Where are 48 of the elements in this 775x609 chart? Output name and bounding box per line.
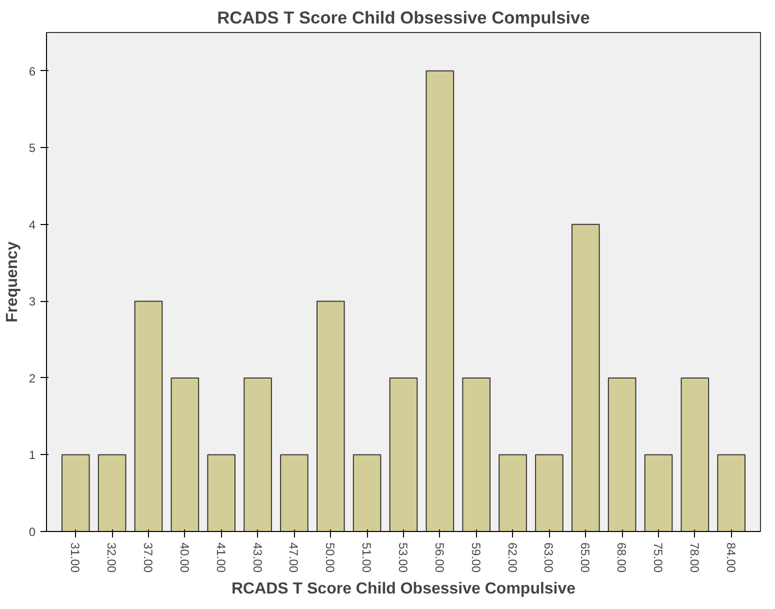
bar (134, 300, 163, 532)
x-tick-label: 41.00 (214, 542, 228, 573)
x-tick-label: 59.00 (468, 542, 483, 573)
x-tick-label: 50.00 (323, 542, 338, 573)
x-tick-label: 53.00 (396, 542, 410, 573)
bar (717, 454, 746, 532)
y-tick-label: 6 (28, 64, 36, 78)
bar (389, 377, 418, 532)
y-tick-label: 5 (28, 141, 36, 156)
bar (535, 454, 564, 532)
y-tick-label: 0 (28, 525, 36, 539)
x-tick-label: 43.00 (250, 542, 264, 573)
bar (498, 454, 527, 532)
x-axis-title: RCADS T Score Child Obsessive Compulsive (231, 580, 576, 598)
chart-title: RCADS T Score Child Obsessive Compulsive (217, 8, 590, 28)
bar (170, 377, 200, 532)
bar (644, 454, 673, 532)
y-axis-title: Frequency (4, 241, 21, 322)
x-tick-label: 51.00 (360, 542, 374, 573)
x-tick-label: 62.00 (505, 542, 520, 573)
x-tick-label: 63.00 (542, 542, 556, 573)
x-tick-label: 78.00 (687, 542, 702, 573)
y-tick-label: 2 (28, 371, 36, 386)
bar (426, 70, 454, 532)
x-tick-label: 75.00 (651, 542, 665, 573)
y-tick-label: 1 (28, 448, 36, 462)
bar (316, 300, 345, 532)
x-tick-label: 37.00 (141, 542, 155, 573)
bar (571, 224, 600, 532)
y-tick-label: 4 (28, 218, 36, 232)
x-tick-label: 47.00 (286, 542, 301, 573)
x-tick-label: 84.00 (724, 542, 738, 573)
bar (462, 377, 491, 532)
bar (608, 377, 636, 532)
x-tick-label: 32.00 (104, 542, 119, 573)
x-tick-label: 68.00 (614, 542, 629, 573)
bar (98, 454, 126, 532)
bar (280, 454, 308, 532)
x-tick-label: 31.00 (68, 542, 82, 573)
y-tick-label: 3 (28, 294, 36, 309)
bar (680, 377, 710, 532)
x-tick-label: 65.00 (578, 542, 592, 573)
x-tick-label: 40.00 (177, 542, 192, 573)
bar (207, 454, 236, 532)
bar (244, 377, 272, 532)
bar (61, 454, 90, 532)
x-tick-label: 56.00 (432, 542, 446, 573)
bar (352, 454, 382, 532)
